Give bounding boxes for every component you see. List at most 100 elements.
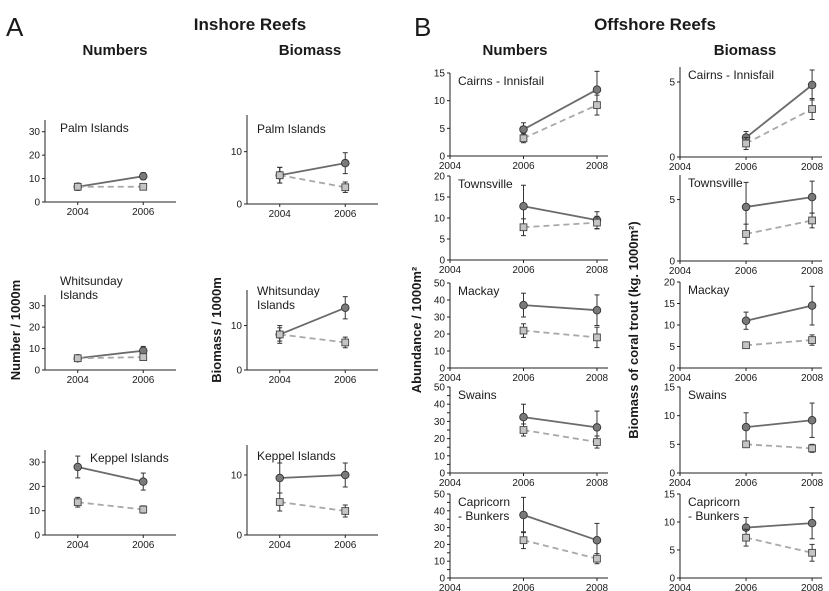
x-tick-label: 2004 (67, 207, 90, 218)
data-point-square (73, 498, 82, 507)
y-tick-label: 30 (29, 127, 41, 138)
data-point-square (593, 218, 601, 227)
y-tick-label: 10 (664, 411, 676, 422)
x-tick-label: 2004 (439, 265, 462, 276)
x-tick-label: 2004 (269, 375, 292, 386)
y-axis-label-a-numbers: Number / 1000m (8, 280, 23, 380)
data-point-square (519, 326, 528, 335)
series-line (745, 304, 813, 322)
x-tick-label: 2004 (67, 375, 90, 386)
data-point-square (808, 216, 816, 225)
series-line (279, 333, 346, 344)
y-tick-label: 0 (439, 152, 445, 163)
data-point-square (742, 440, 750, 449)
y-tick-label: 50 (434, 490, 446, 501)
x-tick-label: 2006 (735, 266, 758, 277)
x-tick-label: 2006 (512, 478, 535, 489)
data-point-square (593, 101, 601, 109)
panel-label-a: A (6, 12, 24, 42)
x-tick-label: 2006 (512, 161, 535, 172)
y-tick-label: 0 (669, 257, 675, 268)
x-tick-label: 2006 (512, 583, 535, 591)
series-line (523, 329, 598, 339)
y-tick-label: 10 (231, 471, 243, 482)
y-tick-label: 30 (434, 417, 446, 428)
region-label: Cairns - Innisfail (458, 74, 544, 88)
x-tick-label: 2006 (334, 375, 357, 386)
y-tick-label: 0 (34, 531, 40, 542)
x-tick-label: 2006 (334, 540, 357, 551)
series-line (745, 419, 813, 429)
series-line (523, 539, 598, 560)
y-axis-label-a-biomass: Biomass / 1000m (209, 277, 224, 383)
y-tick-label: 0 (439, 364, 445, 375)
y-tick-label: 10 (29, 506, 41, 517)
data-point-square (139, 353, 148, 361)
y-tick-label: 20 (29, 482, 41, 493)
data-point-circle (807, 301, 817, 310)
region-label: Cairns - Innisfail (688, 68, 774, 82)
series-line (523, 514, 598, 542)
x-tick-label: 2008 (586, 161, 609, 172)
data-point-circle (807, 416, 817, 425)
x-tick-label: 2006 (735, 373, 758, 384)
y-tick-label: 20 (434, 434, 446, 445)
x-tick-label: 2006 (334, 209, 357, 220)
data-point-circle (807, 192, 817, 202)
x-tick-label: 2008 (801, 162, 824, 173)
region-label: Mackay (688, 283, 729, 297)
series-line (279, 162, 346, 177)
x-tick-label: 2004 (269, 209, 292, 220)
panel-title-b: Offshore Reefs (594, 15, 716, 34)
data-point-circle (592, 305, 602, 315)
series-line (279, 501, 346, 512)
data-point-square (341, 183, 350, 192)
data-point-square (73, 182, 82, 191)
y-tick-label: 40 (434, 296, 446, 307)
region-label: Townsville (458, 177, 513, 191)
panel-title-a: Inshore Reefs (194, 15, 306, 34)
y-tick-label: 30 (434, 523, 446, 534)
series-line (77, 501, 144, 511)
series-line (523, 304, 598, 312)
data-point-circle (807, 518, 817, 528)
x-tick-label: 2004 (269, 540, 292, 551)
series-line (523, 416, 598, 429)
region-label: - Bunkers (458, 509, 509, 523)
data-point-square (593, 554, 601, 563)
region-label: Keppel Islands (257, 449, 336, 463)
series-line (745, 196, 813, 208)
x-tick-label: 2004 (439, 373, 462, 384)
data-point-circle (519, 510, 528, 520)
x-tick-label: 2004 (669, 373, 692, 384)
data-point-circle (741, 202, 751, 212)
data-point-circle (73, 462, 82, 472)
data-point-circle (519, 125, 528, 134)
data-point-circle (138, 171, 148, 181)
y-tick-label: 0 (669, 574, 675, 585)
data-point-square (275, 171, 284, 180)
region-label: Capricorn (458, 495, 510, 509)
data-point-square (808, 336, 816, 344)
y-tick-label: 30 (29, 301, 41, 312)
region-label: Whitsunday (257, 284, 320, 298)
x-tick-label: 2004 (669, 162, 692, 173)
region-label: Islands (60, 288, 98, 302)
y-tick-label: 20 (29, 151, 41, 162)
y-tick-label: 40 (434, 506, 446, 517)
col-header-b-numbers: Numbers (482, 42, 547, 59)
y-tick-label: 15 (434, 69, 446, 80)
y-tick-label: 0 (439, 469, 445, 480)
series-line (523, 88, 598, 131)
region-label: - Bunkers (688, 509, 739, 523)
series-line (523, 429, 598, 443)
y-tick-label: 10 (664, 518, 676, 529)
series-line (77, 356, 144, 360)
y-tick-label: 0 (439, 574, 445, 585)
y-tick-label: 5 (439, 124, 445, 135)
x-tick-label: 2004 (439, 161, 462, 172)
col-header-b-biomass: Biomass (714, 42, 777, 59)
series-line (745, 522, 813, 529)
y-tick-label: 30 (434, 313, 446, 324)
